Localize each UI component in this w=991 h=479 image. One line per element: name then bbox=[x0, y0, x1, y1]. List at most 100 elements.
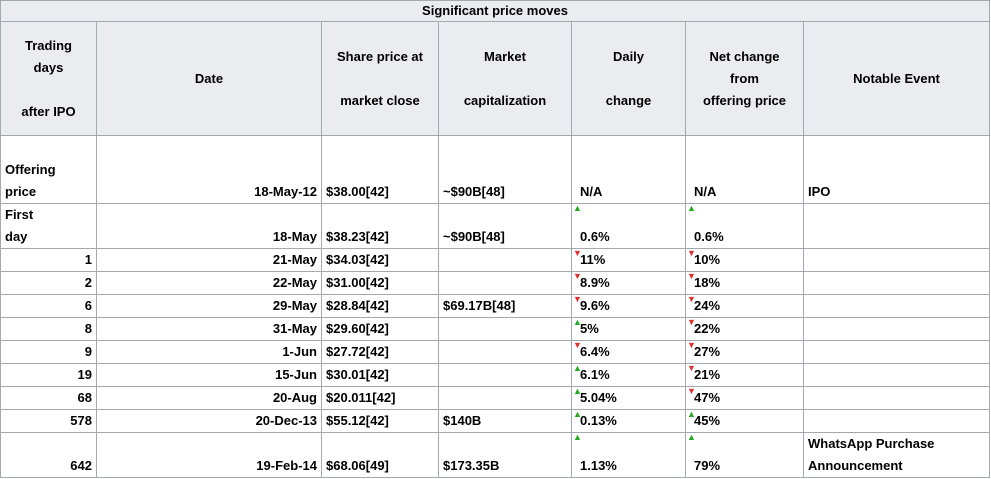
cell-trading-day: 2 bbox=[0, 271, 97, 295]
cell-trading-day: 642 bbox=[0, 432, 97, 478]
header-share-price: Share price at market close bbox=[321, 21, 439, 136]
cell-share-price: $38.00[42] bbox=[321, 135, 439, 204]
table-row: 1 21-May $34.03[42] ▼ 11% ▼ 10% bbox=[0, 248, 990, 272]
cell-date: 31-May bbox=[96, 317, 322, 341]
table-row: 19 15-Jun $30.01[42] ▲ 6.1% ▼ 21% bbox=[0, 363, 990, 387]
cell-daily-change: ▼ 11% bbox=[571, 248, 686, 272]
triangle-down-icon: ▼ bbox=[687, 363, 696, 373]
cell-share-price: $27.72[42] bbox=[321, 340, 439, 364]
cell-notable-event bbox=[803, 386, 990, 410]
cell-share-price: $38.23[42] bbox=[321, 203, 439, 249]
cell-net-change: ▼ 21% bbox=[685, 363, 804, 387]
cell-notable-event bbox=[803, 294, 990, 318]
cell-market-cap bbox=[438, 386, 572, 410]
cell-net-change: ▼ 18% bbox=[685, 271, 804, 295]
cell-daily-change: ▲ 0.6% bbox=[571, 203, 686, 249]
cell-daily-change: ▲ 6.1% bbox=[571, 363, 686, 387]
cell-daily-change: ▼ 6.4% bbox=[571, 340, 686, 364]
cell-market-cap: $140B bbox=[438, 409, 572, 433]
header-market-cap: Market capitalization bbox=[438, 21, 572, 136]
table-row: 578 20-Dec-13 $55.12[42] $140B ▲ 0.13% ▲ 45% bbox=[0, 409, 990, 433]
cell-market-cap: ~$90B[48] bbox=[438, 135, 572, 204]
cell-share-price: $28.84[42] bbox=[321, 294, 439, 318]
triangle-up-icon: ▲ bbox=[573, 409, 582, 419]
cell-net-change: ▼ 22% bbox=[685, 317, 804, 341]
cell-daily-change: ▲ 0.13% bbox=[571, 409, 686, 433]
cell-daily-change: ▼ 9.6% bbox=[571, 294, 686, 318]
cell-trading-day: 8 bbox=[0, 317, 97, 341]
table-caption: Significant price moves bbox=[0, 0, 990, 22]
triangle-down-icon: ▼ bbox=[573, 248, 582, 258]
header-net-change: Net change from offering price bbox=[685, 21, 804, 136]
cell-daily-change: ▲ 5% bbox=[571, 317, 686, 341]
cell-notable-event bbox=[803, 409, 990, 433]
cell-market-cap: ~$90B[48] bbox=[438, 203, 572, 249]
triangle-down-icon: ▼ bbox=[687, 340, 696, 350]
cell-date: 21-May bbox=[96, 248, 322, 272]
cell-trading-day: First day bbox=[0, 203, 97, 249]
header-trading-days: Trading days after IPO bbox=[0, 21, 97, 136]
cell-share-price: $34.03[42] bbox=[321, 248, 439, 272]
triangle-down-icon: ▼ bbox=[687, 248, 696, 258]
triangle-down-icon: ▼ bbox=[687, 271, 696, 281]
cell-market-cap: $173.35B bbox=[438, 432, 572, 478]
cell-net-change: ▼ 10% bbox=[685, 248, 804, 272]
table-row: Offering price 18-May-12 $38.00[42] ~$90B[48… bbox=[0, 135, 990, 204]
triangle-down-icon: ▼ bbox=[687, 317, 696, 327]
triangle-down-icon: ▼ bbox=[687, 294, 696, 304]
cell-notable-event bbox=[803, 248, 990, 272]
triangle-down-icon: ▼ bbox=[573, 340, 582, 350]
table-row: 8 31-May $29.60[42] ▲ 5% ▼ 22% bbox=[0, 317, 990, 341]
cell-notable-event bbox=[803, 203, 990, 249]
cell-net-change: ▲ 45% bbox=[685, 409, 804, 433]
cell-net-change: ▼ 47% bbox=[685, 386, 804, 410]
header-daily-change: Daily change bbox=[571, 21, 686, 136]
cell-trading-day: 9 bbox=[0, 340, 97, 364]
cell-share-price: $55.12[42] bbox=[321, 409, 439, 433]
cell-trading-day: 19 bbox=[0, 363, 97, 387]
cell-trading-day: 6 bbox=[0, 294, 97, 318]
cell-market-cap bbox=[438, 340, 572, 364]
cell-net-change: ▼ 24% bbox=[685, 294, 804, 318]
triangle-up-icon: ▲ bbox=[573, 363, 582, 373]
cell-net-change: ▲ 0.6% bbox=[685, 203, 804, 249]
cell-date: 1-Jun bbox=[96, 340, 322, 364]
cell-date: 20-Dec-13 bbox=[96, 409, 322, 433]
table-row: First day 18-May $38.23[42] ~$90B[48] ▲ 0.6% ▲ 0… bbox=[0, 203, 990, 249]
cell-share-price: $68.06[49] bbox=[321, 432, 439, 478]
table-row: 6 29-May $28.84[42] $69.17B[48] ▼ 9.6% ▼ 24% bbox=[0, 294, 990, 318]
cell-notable-event bbox=[803, 363, 990, 387]
cell-daily-change: ▼ 8.9% bbox=[571, 271, 686, 295]
cell-date: 29-May bbox=[96, 294, 322, 318]
triangle-down-icon: ▼ bbox=[687, 386, 696, 396]
cell-trading-day: Offering price bbox=[0, 135, 97, 204]
cell-daily-change: N/A bbox=[571, 135, 686, 204]
cell-market-cap bbox=[438, 363, 572, 387]
triangle-down-icon: ▼ bbox=[573, 294, 582, 304]
cell-market-cap bbox=[438, 317, 572, 341]
cell-share-price: $30.01[42] bbox=[321, 363, 439, 387]
triangle-up-icon: ▲ bbox=[573, 317, 582, 327]
cell-notable-event bbox=[803, 317, 990, 341]
cell-share-price: $31.00[42] bbox=[321, 271, 439, 295]
cell-daily-change: ▲ 5.04% bbox=[571, 386, 686, 410]
header-row: Trading days after IPO Date Share price a… bbox=[0, 21, 990, 136]
table-row: 68 20-Aug $20.011[42] ▲ 5.04% ▼ 47% bbox=[0, 386, 990, 410]
cell-date: 18-May bbox=[96, 203, 322, 249]
triangle-up-icon: ▲ bbox=[687, 432, 696, 442]
triangle-up-icon: ▲ bbox=[687, 203, 696, 213]
cell-daily-change: ▲ 1.13% bbox=[571, 432, 686, 478]
cell-net-change: ▲ 79% bbox=[685, 432, 804, 478]
triangle-up-icon: ▲ bbox=[573, 432, 582, 442]
table-row: 2 22-May $31.00[42] ▼ 8.9% ▼ 18% bbox=[0, 271, 990, 295]
cell-notable-event bbox=[803, 340, 990, 364]
cell-notable-event: IPO bbox=[803, 135, 990, 204]
cell-market-cap bbox=[438, 271, 572, 295]
cell-market-cap: $69.17B[48] bbox=[438, 294, 572, 318]
cell-share-price: $20.011[42] bbox=[321, 386, 439, 410]
cell-net-change: ▼ 27% bbox=[685, 340, 804, 364]
triangle-up-icon: ▲ bbox=[687, 409, 696, 419]
cell-net-change: N/A bbox=[685, 135, 804, 204]
header-notable-event: Notable Event bbox=[803, 21, 990, 136]
cell-date: 15-Jun bbox=[96, 363, 322, 387]
